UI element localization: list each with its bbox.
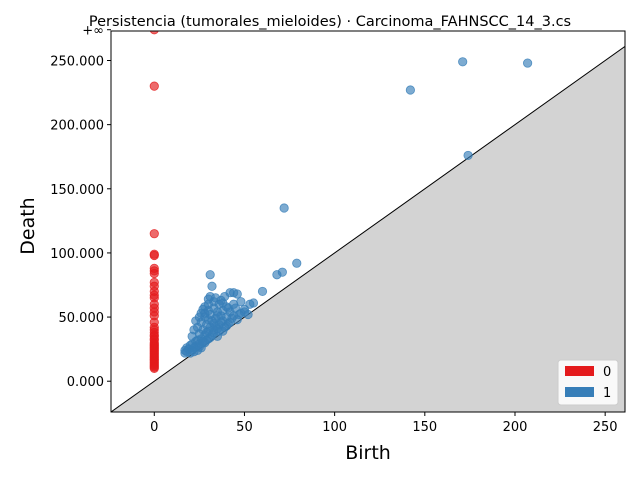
- axes-group: 0 50 100 150 200 250 0.000 50.000 100.000 150.000…: [50, 24, 617, 435]
- x-axis-label: Birth: [345, 442, 391, 464]
- legend-swatch-1: [565, 387, 594, 397]
- y-tick-label-0: 0.000: [67, 375, 104, 390]
- point-dim0-45: [149, 363, 159, 373]
- legend-label-0: 0: [603, 365, 611, 380]
- point-dim1-4: [279, 203, 289, 213]
- point-dim1-1: [523, 58, 533, 68]
- point-dim1-107: [200, 308, 210, 318]
- point-dim1-10: [257, 286, 268, 297]
- point-dim0-4: [149, 250, 159, 261]
- point-dim1-88: [239, 307, 250, 317]
- point-dim1-5: [292, 258, 302, 268]
- point-dim1-2: [405, 85, 415, 95]
- point-dim1-108: [220, 291, 230, 302]
- point-dim1-106: [191, 316, 201, 326]
- y-tick-label-4: 200.000: [50, 119, 104, 134]
- point-dim0-7: [149, 268, 159, 279]
- point-dim1-86: [227, 313, 237, 323]
- y-tick-label-2: 100.000: [50, 247, 104, 262]
- y-tick-label-3: 150.000: [50, 183, 104, 198]
- points-group: [149, 31, 533, 373]
- point-dim1-3: [463, 150, 473, 161]
- x-tick-label-3: 150: [412, 420, 437, 435]
- legend-swatch-0: [565, 366, 594, 376]
- y-tick-label-1: 50.000: [59, 311, 105, 326]
- point-dim0-2: [149, 229, 159, 239]
- x-tick-label-5: 250: [593, 420, 618, 435]
- x-tick-label-1: 50: [236, 420, 253, 435]
- point-dim1-100: [229, 299, 239, 309]
- chart-title: Persistencia (tumorales_mieloides) · Car…: [89, 14, 571, 30]
- y-axis-label: Death: [17, 197, 39, 254]
- point-dim1-0: [458, 57, 468, 67]
- point-dim1-98: [212, 311, 223, 321]
- plot-frame: [110, 30, 626, 413]
- x-tick-label-2: 100: [322, 420, 347, 435]
- point-dim1-93: [194, 341, 204, 352]
- point-dim1-80: [180, 348, 190, 358]
- legend-label-1: 1: [603, 386, 611, 401]
- point-dim0-0: [149, 31, 159, 35]
- x-tick-label-4: 200: [503, 420, 528, 435]
- point-dim1-8: [205, 270, 215, 280]
- point-dim1-13: [232, 289, 242, 299]
- y-tick-label-5: 250.000: [50, 55, 104, 70]
- point-dim0-1: [149, 81, 159, 91]
- point-dim1-96: [201, 327, 212, 338]
- legend: 0 1: [557, 359, 619, 406]
- x-tick-label-0: 0: [150, 420, 158, 435]
- point-dim1-7: [272, 270, 282, 280]
- y-tick-label-infinity: +∞: [82, 24, 104, 39]
- point-dim1-9: [207, 281, 217, 291]
